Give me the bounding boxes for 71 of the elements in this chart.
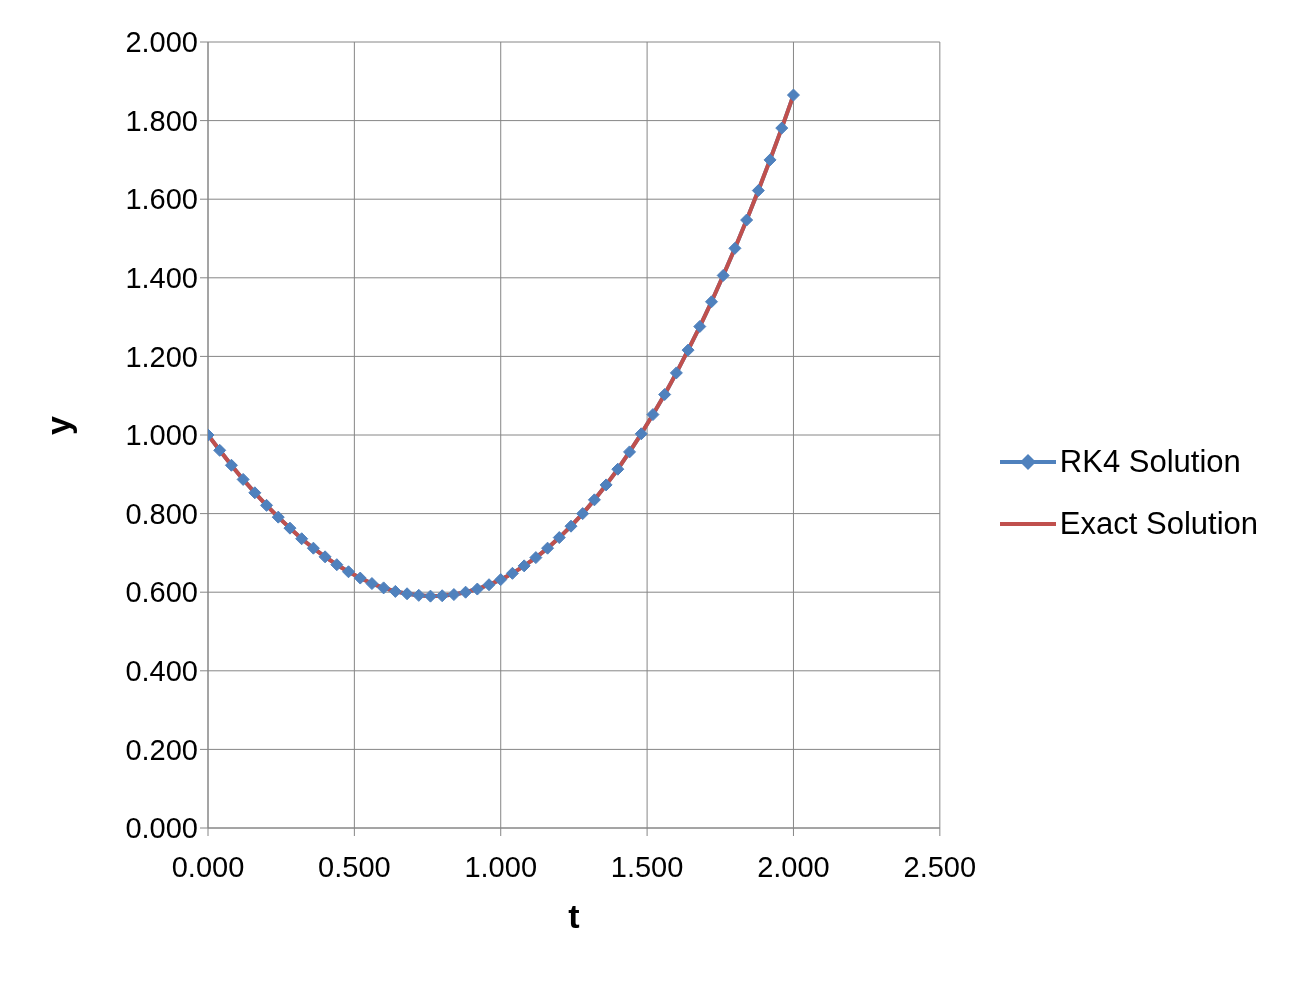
point: [248, 486, 262, 500]
point: [786, 88, 800, 102]
point: [400, 587, 414, 601]
point: [447, 588, 461, 602]
point: [564, 519, 578, 533]
point: [658, 388, 672, 402]
point: [224, 458, 238, 472]
point: [646, 408, 660, 422]
point: [505, 566, 519, 580]
point: [342, 565, 356, 579]
point: [740, 213, 754, 227]
y-tick-label: 1.800: [125, 104, 198, 137]
point: [587, 493, 601, 507]
point: [330, 558, 344, 572]
point: [529, 551, 543, 565]
point: [705, 295, 718, 309]
point: [306, 541, 320, 555]
point: [634, 427, 648, 441]
point: [283, 521, 297, 535]
point: [775, 121, 789, 135]
point: [728, 241, 742, 255]
point: [482, 578, 496, 592]
point: [295, 532, 309, 546]
point: [459, 585, 473, 599]
point: [213, 443, 227, 457]
y-tick-label: 0.000: [125, 812, 198, 845]
x-tick-label: 2.000: [757, 850, 830, 883]
y-tick-label: 1.000: [125, 419, 198, 452]
point: [517, 559, 531, 573]
point: [470, 582, 484, 596]
point: [763, 153, 777, 167]
point: [435, 589, 449, 603]
point: [377, 581, 391, 595]
point: [271, 510, 285, 524]
x-tick-label: 0.000: [171, 850, 245, 883]
x-tick-label: 1.500: [610, 850, 684, 883]
point: [494, 573, 508, 587]
legend-label: Exact Solution: [1059, 506, 1258, 542]
y-tick-label: 2.000: [125, 26, 198, 59]
y-tick-label: 1.200: [125, 340, 198, 373]
point: [681, 343, 695, 357]
point: [623, 445, 637, 459]
y-tick-label: 1.400: [125, 262, 198, 295]
point: [552, 531, 566, 545]
point: [576, 507, 590, 521]
legend-label: RK4 Solution: [1059, 444, 1241, 480]
point: [693, 320, 707, 334]
point: [669, 366, 683, 380]
y-tick-label: 0.800: [125, 497, 198, 530]
point: [751, 184, 765, 198]
point: [423, 589, 437, 603]
point: [318, 550, 332, 564]
point: [716, 268, 730, 282]
x-tick-label: 0.500: [318, 850, 391, 883]
point: [365, 577, 379, 591]
y-tick-label: 1.600: [125, 183, 198, 216]
y-axis-title: y: [39, 416, 78, 435]
y-tick-label: 0.400: [125, 655, 198, 688]
point: [611, 462, 625, 476]
point: [353, 571, 367, 585]
y-tick-label: 0.200: [125, 733, 198, 766]
x-tick-label: 2.500: [903, 850, 977, 883]
x-tick-label: 1.000: [464, 850, 538, 883]
y-tick-label: 0.600: [125, 576, 198, 609]
point: [599, 478, 613, 492]
point: [388, 584, 402, 598]
point: [236, 472, 250, 486]
x-axis-title: t: [568, 897, 580, 935]
point: [541, 541, 555, 555]
point: [260, 498, 274, 512]
point: [412, 588, 426, 602]
